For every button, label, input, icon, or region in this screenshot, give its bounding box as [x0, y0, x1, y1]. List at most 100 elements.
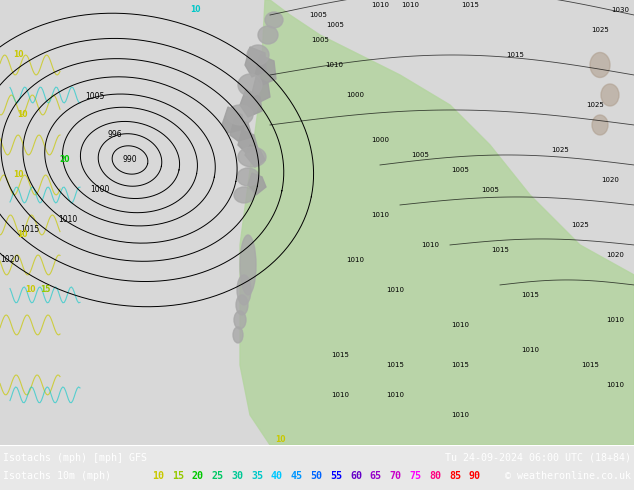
- Text: 1005: 1005: [309, 12, 327, 18]
- Ellipse shape: [238, 147, 266, 167]
- Text: 1015: 1015: [581, 362, 599, 368]
- Text: 10: 10: [16, 110, 27, 120]
- Text: 1025: 1025: [586, 102, 604, 108]
- Text: 1005: 1005: [411, 152, 429, 158]
- Ellipse shape: [236, 295, 248, 315]
- Ellipse shape: [592, 115, 608, 135]
- Text: 35: 35: [251, 471, 263, 481]
- Text: 1010: 1010: [606, 382, 624, 388]
- Text: 10: 10: [25, 286, 36, 294]
- Ellipse shape: [247, 45, 269, 65]
- Ellipse shape: [238, 74, 262, 96]
- Text: 1020: 1020: [606, 252, 624, 258]
- Ellipse shape: [237, 275, 251, 305]
- Text: 1010: 1010: [451, 322, 469, 328]
- Text: Tu 24-09-2024 06:00 UTC (18+84): Tu 24-09-2024 06:00 UTC (18+84): [445, 453, 631, 463]
- Text: 30: 30: [231, 471, 243, 481]
- Text: 10: 10: [152, 471, 164, 481]
- Text: 1010: 1010: [386, 392, 404, 398]
- Text: 75: 75: [410, 471, 422, 481]
- Ellipse shape: [240, 235, 256, 295]
- Text: 1010: 1010: [386, 287, 404, 293]
- Text: © weatheronline.co.uk: © weatheronline.co.uk: [505, 471, 631, 481]
- Polygon shape: [245, 145, 265, 167]
- Text: 1005: 1005: [481, 187, 499, 193]
- Text: 1015: 1015: [386, 362, 404, 368]
- Text: Isotachs 10m (mph): Isotachs 10m (mph): [3, 471, 111, 481]
- Ellipse shape: [237, 168, 259, 186]
- Text: 15: 15: [172, 471, 184, 481]
- Polygon shape: [230, 117, 252, 141]
- Text: 90: 90: [469, 471, 481, 481]
- Text: 80: 80: [429, 471, 441, 481]
- Text: 1015: 1015: [521, 292, 539, 298]
- Text: 65: 65: [370, 471, 382, 481]
- Polygon shape: [248, 173, 266, 195]
- Text: 25: 25: [211, 471, 223, 481]
- Text: 1015: 1015: [451, 362, 469, 368]
- Text: 1010: 1010: [371, 212, 389, 218]
- Text: 1030: 1030: [611, 7, 629, 13]
- Text: 20: 20: [191, 471, 204, 481]
- Text: 1005: 1005: [311, 37, 329, 43]
- Ellipse shape: [227, 105, 253, 125]
- Text: 10: 10: [275, 436, 285, 444]
- Polygon shape: [240, 89, 262, 117]
- Ellipse shape: [234, 311, 246, 329]
- FancyBboxPatch shape: [0, 0, 634, 445]
- Text: 1015: 1015: [20, 225, 39, 234]
- Polygon shape: [252, 77, 270, 103]
- Polygon shape: [222, 107, 244, 133]
- Text: 50: 50: [311, 471, 323, 481]
- Text: 10: 10: [13, 50, 23, 59]
- Text: Isotachs (mph) [mph] GFS: Isotachs (mph) [mph] GFS: [3, 453, 147, 463]
- Text: 15: 15: [40, 286, 50, 294]
- Text: 1010: 1010: [371, 2, 389, 8]
- Text: 60: 60: [350, 471, 362, 481]
- Text: 1010: 1010: [58, 216, 77, 224]
- Polygon shape: [238, 130, 258, 153]
- Text: 10: 10: [13, 171, 23, 179]
- Text: 55: 55: [330, 471, 342, 481]
- Text: 1000: 1000: [371, 137, 389, 143]
- Text: 85: 85: [449, 471, 461, 481]
- Ellipse shape: [265, 12, 283, 28]
- FancyBboxPatch shape: [0, 0, 634, 445]
- Ellipse shape: [234, 187, 254, 203]
- Text: 1005: 1005: [326, 22, 344, 28]
- Text: 1005: 1005: [86, 93, 105, 101]
- Polygon shape: [255, 55, 276, 85]
- Text: 1025: 1025: [571, 222, 589, 228]
- Text: 1010: 1010: [325, 62, 343, 68]
- Text: 20: 20: [60, 155, 70, 165]
- Text: 40: 40: [271, 471, 283, 481]
- Text: 1015: 1015: [491, 247, 509, 253]
- Text: 1010: 1010: [331, 392, 349, 398]
- Ellipse shape: [233, 327, 243, 343]
- Polygon shape: [240, 0, 634, 445]
- Text: 45: 45: [290, 471, 302, 481]
- Text: 1020: 1020: [601, 177, 619, 183]
- Text: 996: 996: [108, 130, 122, 140]
- Polygon shape: [245, 47, 266, 77]
- Text: 990: 990: [123, 155, 138, 165]
- Text: 1025: 1025: [591, 27, 609, 33]
- Ellipse shape: [258, 26, 278, 44]
- Ellipse shape: [601, 84, 619, 106]
- Text: 10: 10: [16, 230, 27, 240]
- Text: 1010: 1010: [521, 347, 539, 353]
- Text: 1015: 1015: [506, 52, 524, 58]
- Text: 1010: 1010: [451, 412, 469, 418]
- Text: 70: 70: [390, 471, 401, 481]
- Text: 1010: 1010: [606, 317, 624, 323]
- Text: 1010: 1010: [421, 242, 439, 248]
- Text: 1000: 1000: [90, 186, 110, 195]
- Text: 1010: 1010: [401, 2, 419, 8]
- Text: 1015: 1015: [331, 352, 349, 358]
- Text: 1010: 1010: [346, 257, 364, 263]
- Text: 1025: 1025: [551, 147, 569, 153]
- Text: 1020: 1020: [1, 255, 20, 265]
- Ellipse shape: [590, 52, 610, 77]
- Text: 1015: 1015: [461, 2, 479, 8]
- Text: 10: 10: [190, 5, 200, 15]
